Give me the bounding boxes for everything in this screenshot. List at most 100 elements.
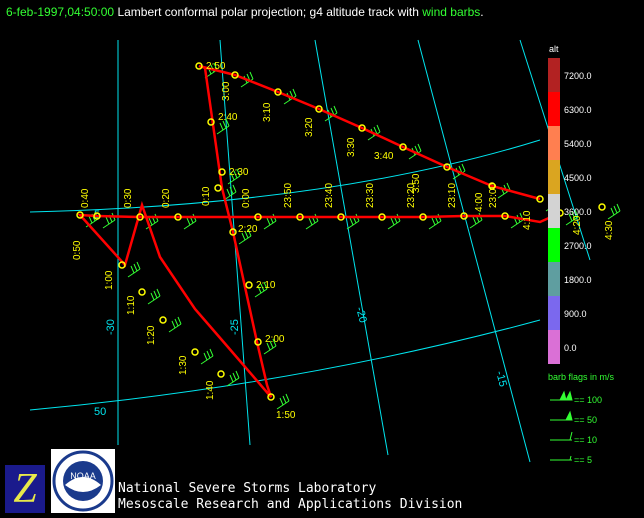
barb-legend-glyph [550,431,573,441]
track-time-label: 23:30 [365,183,376,208]
wind-barb [200,348,214,365]
altitude-swatch [548,194,560,228]
track-time-label: 1:20 [146,325,157,345]
wind-barb [226,370,240,387]
altitude-level-label: 4500.0 [564,173,592,183]
track-marker-t0300 [231,71,239,79]
track-marker-t2300 [501,212,509,220]
track-marker-t0010 [214,184,222,192]
altitude-level-label: 5400.0 [564,139,592,149]
barb-legend-glyph [550,390,573,401]
header-title-end: . [480,5,484,19]
wind-barb [324,105,338,122]
wind-barb [216,118,230,135]
flight-track [77,64,561,398]
track-time-label: 23:40 [324,183,335,208]
wind-barb [510,212,524,229]
track-time-label: 0:00 [241,188,252,208]
track-marker-t0330 [358,124,366,132]
wind-barb [147,288,161,305]
graticule-labels: -30 -25 -20 -15 50 5 [94,209,509,418]
track-marker-t0310 [274,88,282,96]
wind-barb [223,184,237,201]
track-time-label: 1:40 [205,380,216,400]
track-marker-t2310 [460,212,468,220]
footer-line1: National Severe Storms Laboratory [118,481,377,496]
track-time-label: 1:50 [276,410,296,421]
altitude-level-label: 1800.0 [564,275,592,285]
track-time-label: 2:50 [206,61,226,72]
barb-legend-item: == 5 [574,455,593,465]
track-time-label: 3:00 [221,81,232,101]
track-time-label: 4:20 [572,215,583,235]
z-logo: Z [5,465,45,513]
track-time-label: 0:40 [80,188,91,208]
noaa-logo: NOAA [51,449,115,513]
track-marker-t0200 [254,338,262,346]
altitude-level-label: 2700.0 [564,241,592,251]
track-marker-t0000 [254,213,262,221]
footer-line2: Mesoscale Research and Applications Divi… [118,497,463,512]
track-marker-t2330 [378,213,386,221]
track-time-label: 2:10 [256,280,276,291]
altitude-level-label: 0.0 [564,343,577,353]
meridian-15 [417,39,531,463]
track-marker-t0210 [245,281,253,289]
wind-barb [127,261,141,278]
track-marker-t0020 [174,213,182,221]
grid-label-lon15: -15 [493,370,509,388]
header-datetime: 6-feb-1997,04:50:00 [6,5,115,19]
track-time-label: 23:50 [283,183,294,208]
track-marker-t0240 [207,118,215,126]
track-time-label: 0:20 [161,188,172,208]
wind-barb [452,163,466,180]
grid-label-lat50: 50 [94,406,106,418]
track-marker-t2340 [337,213,345,221]
track-time-label: 0:10 [201,186,212,206]
track-marker-t0040 [93,212,101,220]
wind-barb [263,338,277,355]
track-marker-t0220 [229,228,237,236]
wind-barbs [85,62,621,410]
wind-barb [276,393,290,410]
wind-barb [283,88,297,105]
track-time-label: 4:30 [604,220,615,240]
track-marker-t0430 [598,203,606,211]
track-time-label: 2:20 [238,224,258,235]
track-time-label: 3:20 [304,117,315,137]
track-marker-t0050 [76,211,84,219]
track-time-label: 2:00 [265,334,285,345]
track-marker-t0110 [138,288,146,296]
track-time-label: 2:30 [229,167,249,178]
track-marker-t0100 [118,261,126,269]
track-marker-t0230 [218,168,226,176]
track-time-label: 4:10 [522,210,533,230]
altitude-swatch [548,58,560,92]
track-time-label: 0:30 [123,188,134,208]
wind-barb [408,143,422,160]
track-marker-t0400 [488,182,496,190]
altitude-swatch [548,330,560,364]
wind-barb [240,71,254,88]
wind-barb [204,62,218,79]
grid-label-lon30: -30 [105,319,117,335]
barb-legend-item: == 100 [574,395,603,405]
track-marker-t0340 [399,143,407,151]
wind-barb [607,203,621,220]
altitude-swatch [548,296,560,330]
altitude-level-label: 900.0 [564,309,587,319]
track-marker-t2320 [419,213,427,221]
wind-barb [565,209,579,226]
track-time-label: 23:00 [488,183,499,208]
track-time-label: 1:30 [178,355,189,375]
track-marker-t2350 [296,213,304,221]
header-title-highlight: wind barbs [422,5,481,19]
grid-label-lon25: -25 [229,319,241,335]
track-marker-t0250 [195,62,203,70]
track-marker-t0150 [267,393,275,401]
barb-legend-glyphs [550,390,573,461]
altitude-legend-title: alt [549,44,559,54]
altitude-swatch [548,126,560,160]
wind-barb [168,316,182,333]
